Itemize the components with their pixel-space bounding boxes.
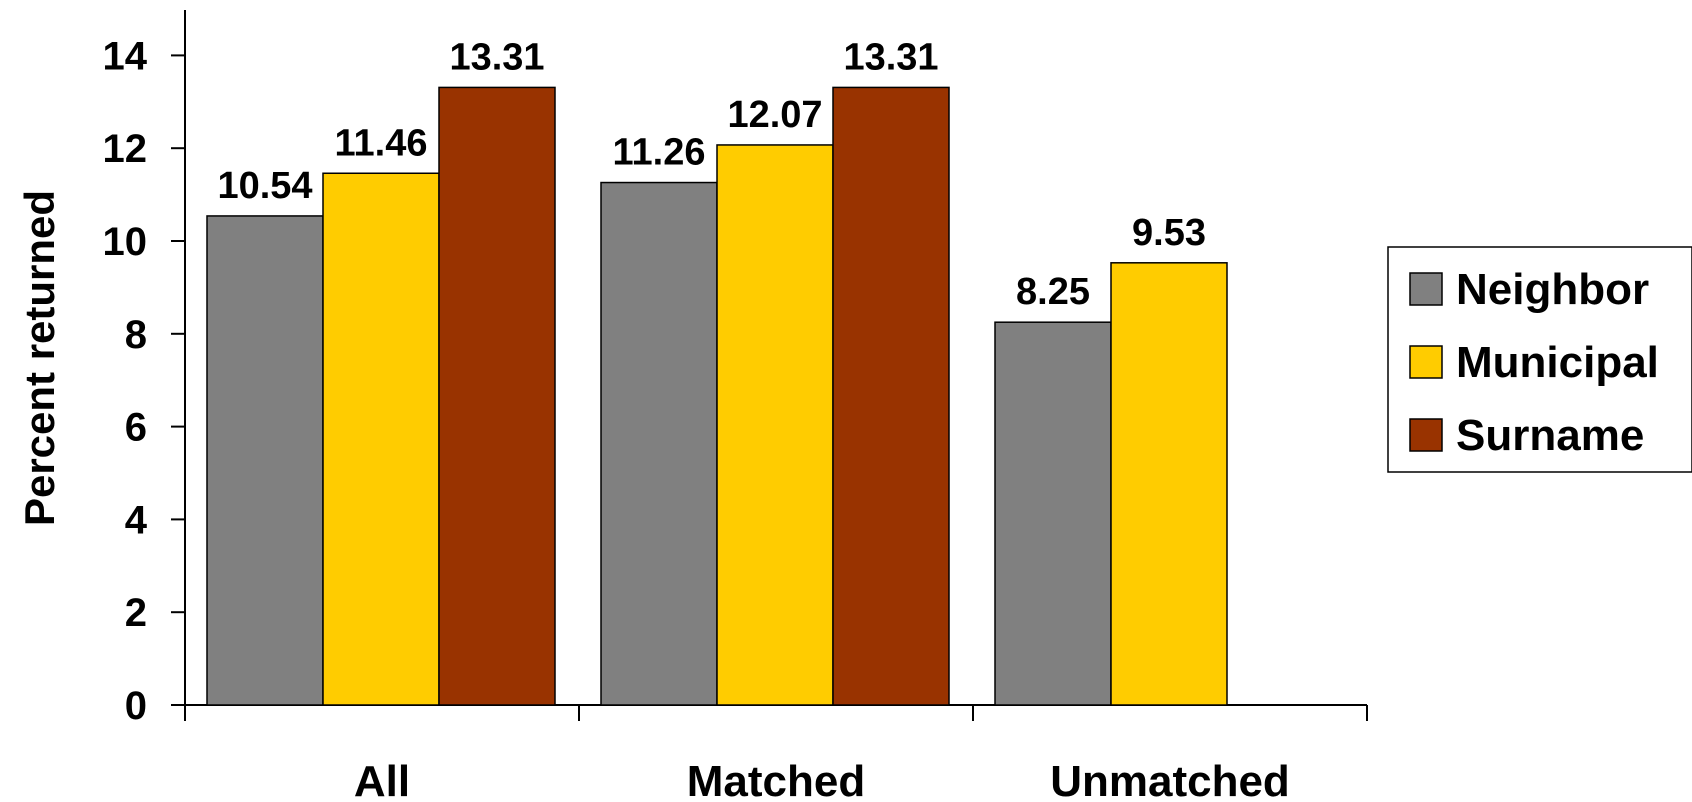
- category-label-matched: Matched: [687, 757, 865, 802]
- y-tick-label: 12: [103, 127, 148, 171]
- legend-label-neighbor: Neighbor: [1456, 265, 1649, 314]
- bar-surname-matched: [832, 86, 950, 706]
- data-label: 9.53: [1132, 212, 1206, 254]
- y-tick-label: 2: [125, 591, 147, 635]
- legend-swatch-surname: [1409, 418, 1443, 452]
- bar-neighbor-all: [206, 215, 324, 706]
- data-label: 11.46: [335, 122, 428, 164]
- y-tick-label: 8: [125, 313, 147, 357]
- category-label-unmatched: Unmatched: [1050, 757, 1290, 802]
- data-label: 10.54: [217, 165, 312, 207]
- bar-neighbor-matched: [600, 181, 718, 706]
- y-tick-label: 14: [103, 34, 148, 78]
- bar-municipal-matched: [716, 144, 834, 706]
- y-tick-label: 0: [125, 684, 147, 728]
- legend-label-surname: Surname: [1456, 411, 1644, 460]
- bars-group: [206, 86, 1228, 706]
- bar-municipal-all: [322, 172, 440, 706]
- x-axis-ticks: [184, 705, 1368, 721]
- category-label-all: All: [354, 757, 410, 802]
- y-axis-title: Percent returned: [16, 190, 63, 526]
- legend-label-municipal: Municipal: [1456, 338, 1659, 387]
- legend: Neighbor Municipal Surname: [1387, 246, 1692, 473]
- data-label: 8.25: [1016, 271, 1090, 313]
- category-labels-group: All Matched Unmatched: [354, 757, 1290, 802]
- bar-surname-all: [438, 86, 556, 706]
- data-label: 12.07: [727, 94, 822, 136]
- bar-municipal-unmatched: [1110, 262, 1228, 706]
- bar-neighbor-unmatched: [994, 321, 1112, 706]
- legend-swatch-neighbor: [1409, 272, 1443, 306]
- y-tick-label: 10: [103, 220, 148, 264]
- legend-swatch-municipal: [1409, 345, 1443, 379]
- data-label: 13.31: [449, 36, 544, 78]
- y-tick-label: 4: [125, 498, 148, 542]
- data-label: 11.26: [613, 132, 706, 174]
- data-label: 13.31: [843, 36, 938, 78]
- y-axis-ticks: 0 2 4 6 8 10 12 14: [103, 34, 185, 728]
- y-tick-label: 6: [125, 406, 147, 450]
- data-labels-group: 10.54 11.46 13.31 11.26 12.07 13.31 8.25 9.53: [217, 36, 1206, 313]
